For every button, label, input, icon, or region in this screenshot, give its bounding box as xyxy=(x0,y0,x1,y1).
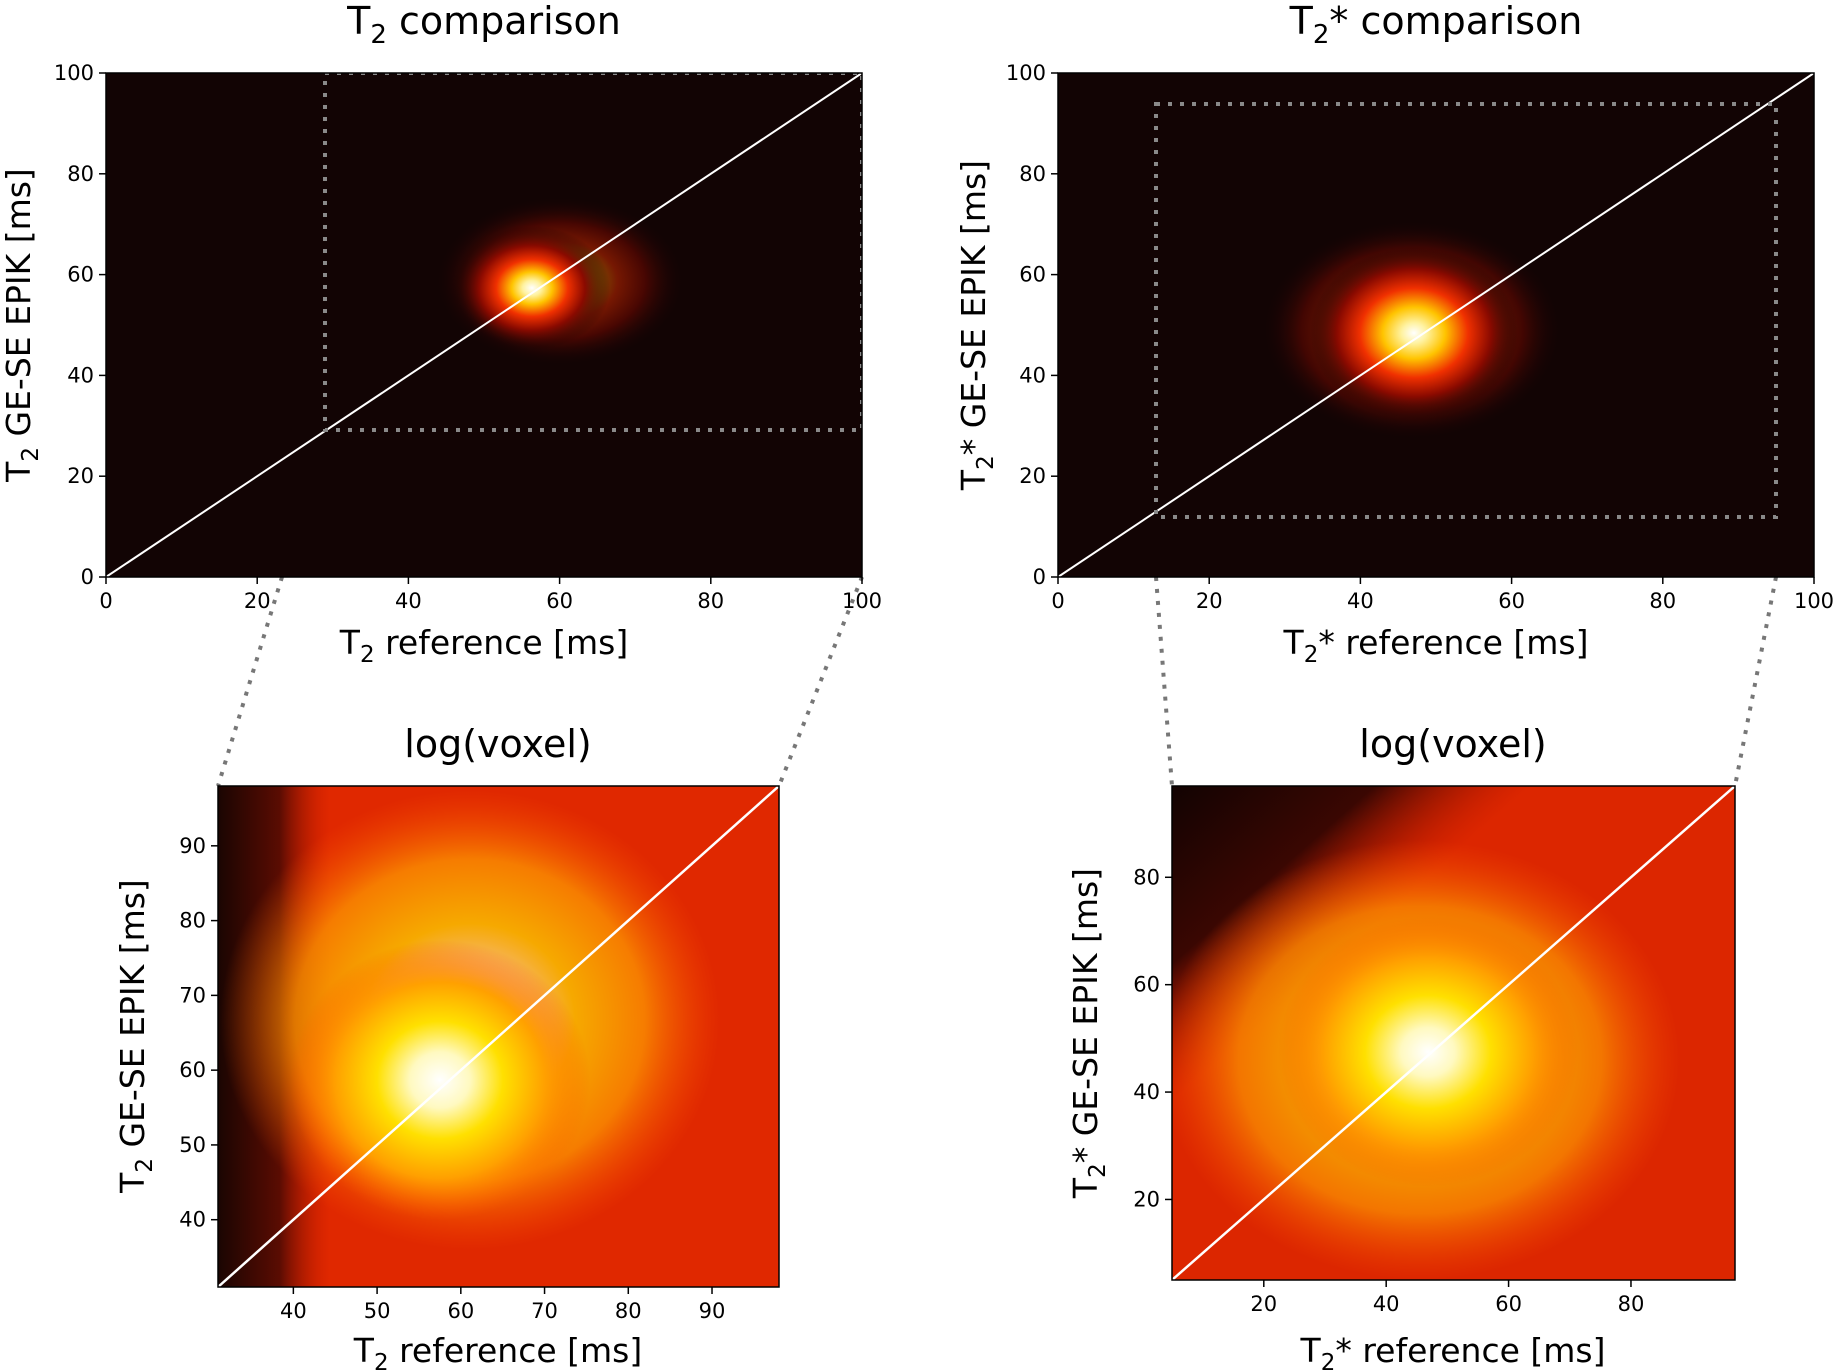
axis-ticks: 20 40 60 80 20 40 60 80 xyxy=(1133,865,1644,1316)
panel-t2star-comparison: T2* comparison T2* reference [ms] T2* GE… xyxy=(954,0,1834,668)
x-tick-label: 60 xyxy=(546,589,573,613)
y-tick-label: 40 xyxy=(1133,1080,1160,1104)
plot-frame xyxy=(105,72,863,578)
identity-line xyxy=(218,786,779,1287)
x-tick-label: 80 xyxy=(615,1299,642,1323)
y-tick-label: 40 xyxy=(67,363,94,387)
y-axis-label: T2 GE-SE EPIK [ms] xyxy=(0,168,44,483)
panel-log-voxel-t2: log(voxel) T2 reference [ms] T2 GE-SE EP… xyxy=(113,722,780,1371)
x-axis-label: T2 reference [ms] xyxy=(353,1331,642,1371)
axis-ticks: 0 20 40 60 80 100 0 20 40 60 80 100 xyxy=(1006,61,1834,613)
y-tick-label: 80 xyxy=(1133,865,1160,889)
y-tick-label: 70 xyxy=(179,983,206,1007)
log-density-core xyxy=(1278,917,1578,1187)
log-density-core xyxy=(290,940,590,1220)
x-tick-label: 80 xyxy=(697,589,724,613)
y-axis-label: T2* GE-SE EPIK [ms] xyxy=(954,160,999,491)
zoom-connector-left-b xyxy=(777,576,864,787)
y-tick-label: 60 xyxy=(179,1058,206,1082)
x-tick-label: 100 xyxy=(1794,589,1834,613)
zoom-connector-right-b xyxy=(1733,576,1778,787)
chart-title: log(voxel) xyxy=(404,722,591,766)
x-tick-label: 40 xyxy=(395,589,422,613)
chart-title: T2 comparison xyxy=(346,0,621,50)
density-blob xyxy=(454,226,610,350)
y-tick-label: 40 xyxy=(1019,363,1046,387)
x-axis-label: T2 reference [ms] xyxy=(339,623,628,668)
y-tick-label: 90 xyxy=(179,834,206,858)
density-blob xyxy=(1310,247,1518,419)
x-axis-label: T2* reference [ms] xyxy=(1283,623,1589,668)
x-tick-label: 20 xyxy=(1196,589,1223,613)
plot-frame xyxy=(217,785,780,1288)
identity-line xyxy=(1172,786,1735,1280)
y-tick-label: 80 xyxy=(179,909,206,933)
x-tick-label: 60 xyxy=(447,1299,474,1323)
zoom-connectors xyxy=(216,576,1778,787)
y-tick-label: 100 xyxy=(1006,61,1046,85)
x-tick-label: 70 xyxy=(531,1299,558,1323)
plot-frame xyxy=(1171,785,1736,1281)
y-tick-label: 60 xyxy=(1133,973,1160,997)
identity-line xyxy=(106,73,862,577)
y-tick-label: 20 xyxy=(1133,1187,1160,1211)
identity-line xyxy=(1058,73,1814,577)
x-tick-label: 0 xyxy=(1051,589,1064,613)
y-tick-label: 60 xyxy=(67,263,94,287)
y-tick-label: 20 xyxy=(1019,464,1046,488)
x-tick-label: 80 xyxy=(1618,1292,1645,1316)
x-tick-label: 100 xyxy=(842,589,882,613)
x-tick-label: 40 xyxy=(1373,1292,1400,1316)
x-tick-label: 20 xyxy=(244,589,271,613)
panel-t2-comparison: T2 comparison T2 reference [ms] T2 GE-SE… xyxy=(0,0,882,668)
y-tick-label: 0 xyxy=(81,565,94,589)
y-axis-label: T2* GE-SE EPIK [ms] xyxy=(1066,868,1111,1199)
panel-log-voxel-t2star: log(voxel) T2* reference [ms] T2* GE-SE … xyxy=(1066,722,1736,1371)
y-tick-label: 60 xyxy=(1019,263,1046,287)
x-tick-label: 0 xyxy=(99,589,112,613)
x-tick-label: 20 xyxy=(1250,1292,1277,1316)
y-tick-label: 0 xyxy=(1033,565,1046,589)
plot-frame xyxy=(1057,72,1815,578)
x-axis-label: T2* reference [ms] xyxy=(1300,1331,1606,1371)
y-axis-label: T2 GE-SE EPIK [ms] xyxy=(113,879,158,1194)
y-tick-label: 80 xyxy=(67,162,94,186)
zoom-connector-right-a xyxy=(1154,576,1174,787)
y-tick-label: 50 xyxy=(179,1133,206,1157)
zoom-region-box xyxy=(323,73,862,432)
x-tick-label: 80 xyxy=(1649,589,1676,613)
y-tick-label: 20 xyxy=(67,464,94,488)
x-tick-label: 40 xyxy=(1347,589,1374,613)
y-tick-label: 80 xyxy=(1019,162,1046,186)
axis-ticks: 40 50 60 70 80 90 40 50 60 70 80 90 xyxy=(179,834,725,1323)
axis-ticks: 0 20 40 60 80 100 0 20 40 60 80 100 xyxy=(54,61,882,613)
x-tick-label: 60 xyxy=(1498,589,1525,613)
x-tick-label: 40 xyxy=(280,1299,307,1323)
x-tick-label: 60 xyxy=(1495,1292,1522,1316)
x-tick-label: 50 xyxy=(364,1299,391,1323)
x-tick-label: 90 xyxy=(699,1299,726,1323)
chart-title: log(voxel) xyxy=(1359,722,1546,766)
zoom-connector-left-a xyxy=(216,576,284,787)
chart-title: T2* comparison xyxy=(1289,0,1583,50)
y-tick-label: 100 xyxy=(54,61,94,85)
y-tick-label: 40 xyxy=(179,1208,206,1232)
